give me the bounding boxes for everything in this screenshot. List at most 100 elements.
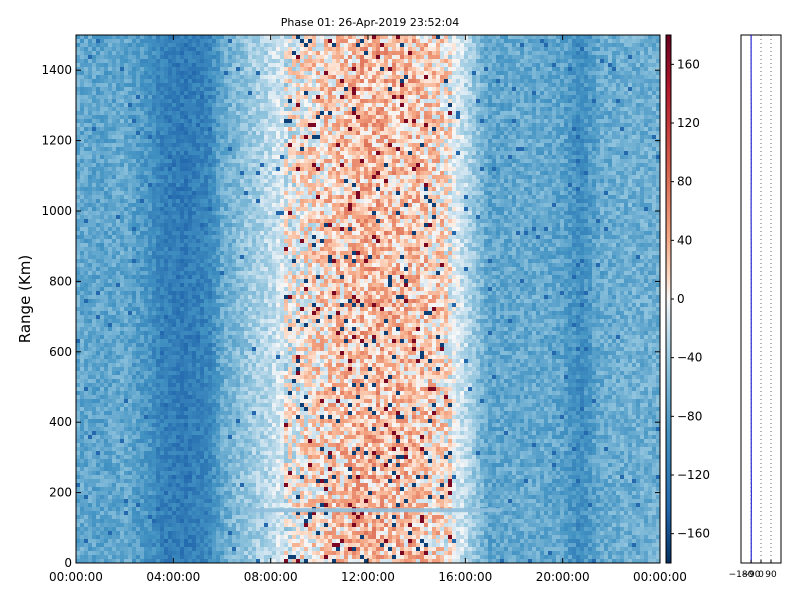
heatmap-cell xyxy=(212,95,217,100)
heatmap-cell xyxy=(220,551,225,556)
heatmap-cell xyxy=(80,263,85,268)
heatmap-cell xyxy=(136,403,141,408)
heatmap-cell xyxy=(196,175,201,180)
heatmap-cell xyxy=(144,479,149,484)
heatmap-cell xyxy=(108,43,113,48)
heatmap-cell xyxy=(164,451,169,456)
heatmap-cell xyxy=(116,43,121,48)
heatmap-cell xyxy=(136,319,141,324)
heatmap-cell xyxy=(80,267,85,272)
heatmap-cell xyxy=(176,443,181,448)
heatmap-cell xyxy=(132,131,137,136)
heatmap-cell xyxy=(80,479,85,484)
heatmap-cell xyxy=(148,291,153,296)
heatmap-cell xyxy=(148,351,153,356)
heatmap-cell xyxy=(80,307,85,312)
heatmap-cell xyxy=(116,251,121,256)
heatmap-cell xyxy=(200,523,205,528)
heatmap-cell xyxy=(132,547,137,552)
heatmap-cell xyxy=(88,559,93,564)
heatmap-cell xyxy=(128,155,133,160)
heatmap-cell xyxy=(144,183,149,188)
heatmap-cell xyxy=(216,107,221,112)
heatmap-cell xyxy=(172,331,177,336)
heatmap-cell xyxy=(92,111,97,116)
heatmap-cell xyxy=(128,271,133,276)
heatmap-cell xyxy=(188,239,193,244)
heatmap-cell xyxy=(80,547,85,552)
heatmap-cell xyxy=(92,331,97,336)
heatmap-cell xyxy=(116,235,121,240)
heatmap-cell xyxy=(84,87,89,92)
heatmap-cell xyxy=(112,303,117,308)
heatmap-cell xyxy=(152,255,157,260)
heatmap-cell xyxy=(212,435,217,440)
heatmap-cell xyxy=(168,47,173,52)
heatmap-cell xyxy=(88,379,93,384)
heatmap-cell xyxy=(208,359,213,364)
heatmap-cell xyxy=(152,331,157,336)
heatmap-cell xyxy=(168,87,173,92)
heatmap-cell xyxy=(120,139,125,144)
heatmap-cell xyxy=(204,487,209,492)
heatmap-cell xyxy=(156,151,161,156)
heatmap-cell xyxy=(216,299,221,304)
heatmap-cell xyxy=(76,171,81,176)
heatmap-cell xyxy=(88,195,93,200)
heatmap-cell xyxy=(120,463,125,468)
heatmap-cell xyxy=(76,271,81,276)
heatmap-cell xyxy=(120,267,125,272)
heatmap-cell xyxy=(96,311,101,316)
heatmap-cell xyxy=(188,551,193,556)
heatmap-cell xyxy=(204,435,209,440)
heatmap-cell xyxy=(156,127,161,132)
heatmap-cell xyxy=(216,83,221,88)
heatmap-cell xyxy=(120,315,125,320)
heatmap-cell xyxy=(168,495,173,500)
heatmap-cell xyxy=(168,327,173,332)
heatmap-cell xyxy=(176,87,181,92)
heatmap-cell xyxy=(96,231,101,236)
heatmap-cell xyxy=(80,439,85,444)
heatmap-cell xyxy=(172,259,177,264)
heatmap-cell xyxy=(208,227,213,232)
heatmap-cell xyxy=(176,91,181,96)
heatmap-cell xyxy=(120,327,125,332)
heatmap-cell xyxy=(220,507,225,512)
heatmap-cell xyxy=(140,339,145,344)
heatmap-cell xyxy=(188,543,193,548)
heatmap-cell xyxy=(164,143,169,148)
heatmap-cell xyxy=(172,359,177,364)
heatmap-cell xyxy=(160,163,165,168)
heatmap-cell xyxy=(144,395,149,400)
heatmap-cell xyxy=(152,379,157,384)
heatmap-cell xyxy=(164,207,169,212)
heatmap-cell xyxy=(104,543,109,548)
heatmap-cell xyxy=(88,531,93,536)
heatmap-cell xyxy=(212,199,217,204)
heatmap-cell xyxy=(116,443,121,448)
heatmap-cell xyxy=(80,371,85,376)
heatmap-cell xyxy=(132,539,137,544)
heatmap-cell xyxy=(104,191,109,196)
heatmap-cell xyxy=(196,123,201,128)
heatmap-cell xyxy=(164,315,169,320)
heatmap-cell xyxy=(80,435,85,440)
heatmap-cell xyxy=(104,407,109,412)
heatmap-cell xyxy=(188,167,193,172)
heatmap-cell xyxy=(88,111,93,116)
heatmap-cell xyxy=(144,99,149,104)
heatmap-cell xyxy=(120,531,125,536)
heatmap-cell xyxy=(124,379,129,384)
heatmap-cell xyxy=(116,127,121,132)
heatmap-cell xyxy=(112,539,117,544)
heatmap-cell xyxy=(116,147,121,152)
heatmap-cell xyxy=(180,183,185,188)
heatmap-cell xyxy=(168,103,173,108)
heatmap-cell xyxy=(168,475,173,480)
heatmap-cell xyxy=(216,87,221,92)
heatmap-cell xyxy=(216,183,221,188)
heatmap-cell xyxy=(180,279,185,284)
heatmap-cell xyxy=(156,91,161,96)
heatmap-cell xyxy=(192,455,197,460)
